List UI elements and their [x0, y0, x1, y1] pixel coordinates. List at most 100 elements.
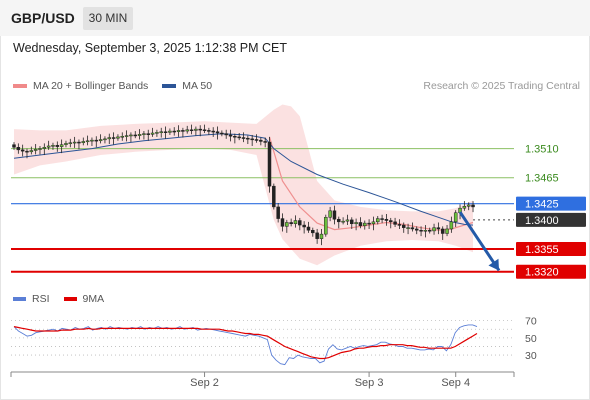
candle-body: [419, 229, 423, 232]
candle-body: [345, 219, 350, 222]
candle-body: [332, 210, 337, 220]
candle-body: [116, 136, 120, 139]
candle-body: [401, 224, 406, 228]
candle-body: [176, 130, 181, 132]
candle-body: [163, 131, 168, 133]
candle-body: [341, 220, 345, 223]
rsi-panel: 70 50 30: [11, 316, 537, 366]
candle-body: [72, 141, 77, 144]
candle-body: [150, 132, 155, 135]
forecast-arrow-shaft: [458, 211, 501, 272]
x-tick-label: Sep 3: [355, 377, 384, 389]
candle-body: [189, 129, 194, 132]
candle-body: [68, 142, 73, 144]
candle-body: [350, 219, 354, 225]
candle-body: [215, 131, 220, 134]
rsi-ma-line: [13, 326, 478, 360]
level-label-1.3425-bg: [516, 196, 586, 211]
candle-body: [220, 132, 224, 135]
ma20-legend-label: MA 20 + Bollinger Bands: [33, 80, 149, 92]
research-credit: Research © 2025 Trading Central: [423, 80, 580, 92]
candle-body: [77, 141, 81, 144]
candle-body: [90, 139, 94, 142]
forecast-arrow-layer: [458, 211, 501, 272]
x-tick-label: Sep 4: [441, 377, 470, 389]
candle-body: [29, 150, 34, 153]
candle-body: [445, 228, 449, 234]
candle-body: [51, 145, 55, 147]
ma50-legend-swatch: [162, 84, 177, 88]
candle-body: [354, 222, 358, 225]
candle-body: [202, 129, 207, 132]
candle-body: [276, 206, 280, 219]
candle-body: [293, 220, 298, 225]
candle-body: [207, 130, 211, 132]
candle-body: [358, 222, 363, 226]
candle-body: [211, 130, 215, 133]
candle-body: [85, 140, 90, 143]
candle-body: [137, 134, 142, 136]
candle-body: [436, 227, 441, 230]
level-label-1.3425: 1.3425: [525, 199, 559, 211]
candle-body: [59, 144, 64, 147]
candle-body: [414, 228, 419, 231]
candle-body: [55, 145, 60, 147]
candle-body: [453, 212, 458, 223]
candle-body: [466, 204, 471, 207]
candle-body: [124, 135, 129, 137]
candle-body: [254, 139, 259, 141]
candle-body: [12, 144, 16, 148]
candlestick-layer: [12, 124, 475, 246]
candle-body: [94, 139, 99, 142]
candle-body: [315, 232, 319, 239]
candle-body: [155, 132, 159, 134]
candle-body: [233, 135, 237, 138]
bollinger-band-layer: [14, 104, 473, 266]
candle-body: [449, 221, 454, 230]
candle-body: [380, 218, 384, 220]
candle-body: [263, 141, 267, 143]
rsi-line: [13, 324, 478, 366]
candle-body: [25, 150, 29, 153]
candle-body: [133, 134, 138, 137]
last-price-label: 1.3400: [525, 215, 559, 227]
candle-body: [98, 139, 103, 142]
candle-body: [194, 128, 198, 131]
candle-body: [384, 218, 389, 221]
rsi-tick-50: 50: [525, 333, 537, 345]
candle-body: [397, 224, 402, 226]
candle-body: [185, 129, 189, 132]
candle-body: [246, 137, 250, 140]
candle-body: [337, 218, 341, 223]
candle-body: [241, 137, 246, 139]
candle-body: [440, 228, 445, 234]
candle-body: [423, 229, 428, 232]
candle-body: [319, 233, 324, 239]
candle-body: [159, 131, 163, 133]
candle-body: [388, 220, 393, 223]
candle-body: [272, 185, 276, 208]
rsi-legend-swatch: [13, 297, 26, 301]
candle-body: [64, 143, 68, 145]
price-legend: MA 20 + Bollinger Bands MA 50: [13, 80, 212, 92]
level-label-1.3465: 1.3465: [525, 173, 559, 185]
candle-body: [181, 130, 185, 132]
candle-body: [224, 133, 228, 136]
rsi-ma-legend-label: 9MA: [82, 293, 105, 305]
header-bar: GBP/USD 30 MIN: [0, 0, 590, 36]
rsi-legend: RSI 9MA: [13, 293, 104, 305]
timeframe-button[interactable]: 30 MIN: [83, 7, 133, 30]
ma50-legend-label: MA 50: [182, 80, 213, 92]
candle-body: [198, 128, 202, 131]
candle-body: [324, 217, 328, 235]
datetime-label: Wednesday, September 3, 2025 1:12:38 PM …: [13, 41, 287, 55]
last-price-label-bg: [516, 212, 586, 227]
candle-body: [376, 218, 380, 223]
time-axis: Sep 2 Sep 3 Sep 4: [10, 371, 515, 389]
rsi-legend-label: RSI: [32, 293, 50, 305]
candle-body: [298, 220, 302, 226]
price-labels-layer: 1.3510 1.3465 1.3425 1.3355 1.3320 1.3400: [516, 144, 586, 279]
candle-body: [285, 222, 289, 227]
level-lines-layer: [11, 148, 514, 273]
